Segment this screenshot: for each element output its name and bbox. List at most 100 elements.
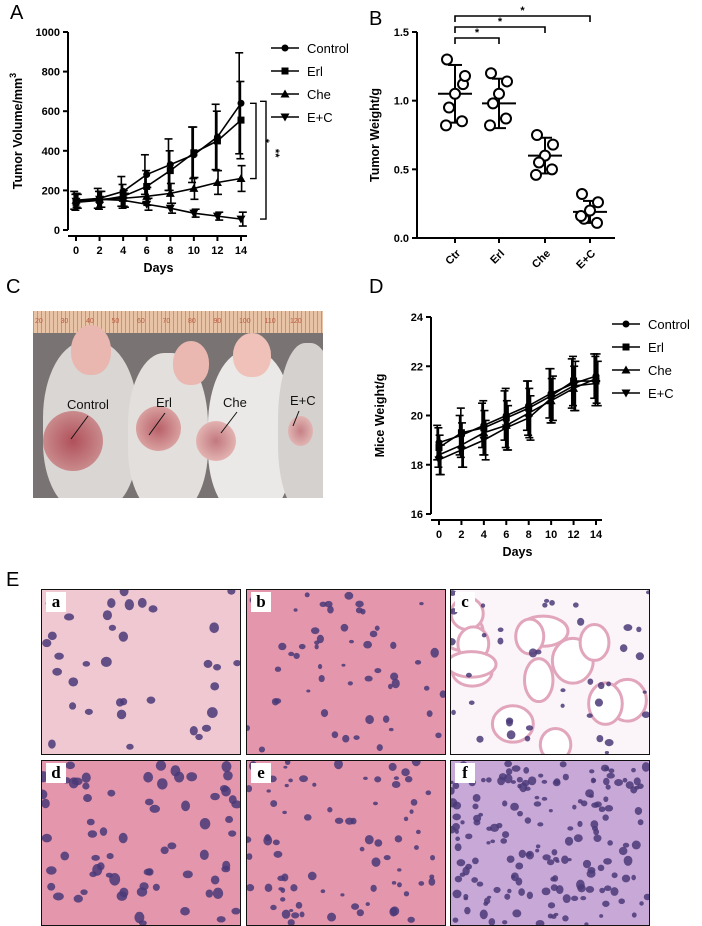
y-tick-label: 16	[411, 509, 423, 521]
y-axis-label: Tumor Weight/g	[368, 88, 382, 182]
cell-nucleus	[476, 881, 484, 887]
ruler-number: 80	[188, 318, 196, 325]
cell-nucleus	[561, 855, 569, 864]
cell-nucleus	[535, 649, 542, 655]
series-line-E+C	[438, 382, 597, 461]
data-point	[500, 112, 512, 125]
point-E+C	[456, 446, 466, 455]
cell-nucleus	[82, 661, 91, 667]
cell-nucleus	[290, 884, 298, 892]
cell-nucleus	[115, 698, 124, 707]
cell-nucleus	[451, 590, 457, 596]
ruler-number: 40	[86, 318, 94, 325]
cell-nucleus	[160, 846, 169, 855]
cell-nucleus	[106, 853, 114, 860]
cell-nucleus	[388, 683, 393, 690]
cell-nucleus	[383, 855, 391, 861]
histology-label-a: a	[46, 592, 66, 612]
cell-nucleus	[512, 909, 522, 918]
cell-nucleus	[84, 708, 93, 715]
cell-nucleus	[510, 780, 517, 784]
tissue-texture	[247, 591, 445, 753]
y-tick-label: 1000	[36, 27, 60, 39]
cell-nucleus	[560, 703, 565, 708]
cell-nucleus	[271, 698, 279, 706]
cell-nucleus	[409, 809, 414, 814]
x-axis-label: Days	[144, 261, 174, 275]
cell-nucleus	[52, 667, 62, 676]
cell-nucleus	[225, 815, 234, 824]
data-point	[530, 168, 542, 181]
cell-nucleus	[155, 761, 167, 771]
y-tick-label: 400	[42, 146, 60, 158]
cell-nucleus	[636, 626, 642, 633]
cell-nucleus	[429, 874, 435, 880]
x-tick-label: 0	[436, 529, 442, 541]
cell-nucleus	[210, 682, 220, 691]
cell-nucleus	[345, 817, 355, 825]
cell-nucleus	[550, 884, 558, 891]
point-Che	[189, 183, 199, 192]
point-E+C	[591, 379, 601, 388]
cell-nucleus	[403, 891, 410, 897]
cell-nucleus	[634, 806, 643, 815]
cell-nucleus	[48, 739, 56, 749]
cell-nucleus	[152, 883, 160, 891]
cell-nucleus	[108, 624, 117, 631]
alveolus	[587, 681, 624, 726]
cell-nucleus	[344, 591, 354, 600]
cell-nucleus	[542, 602, 548, 608]
tumor-volume-chart: 0 200 400 600 800 1000 0 2 4 6 8 10 12 14 Days Tumor Vo…	[8, 27, 349, 275]
cell-nucleus	[597, 682, 605, 690]
cell-nucleus	[562, 894, 571, 904]
ruler	[33, 311, 323, 333]
cell-nucleus	[327, 605, 334, 614]
cell-nucleus	[42, 833, 52, 843]
cell-nucleus	[278, 887, 284, 891]
cell-nucleus	[372, 801, 378, 806]
cell-nucleus	[394, 835, 403, 843]
cell-nucleus	[423, 685, 430, 691]
cell-nucleus	[116, 891, 128, 901]
cell-nucleus	[233, 659, 240, 667]
cell-nucleus	[247, 836, 252, 843]
cell-nucleus	[278, 642, 287, 651]
cell-nucleus	[82, 782, 90, 790]
sig-star: **	[269, 149, 281, 158]
data-point	[576, 188, 588, 201]
cell-nucleus	[52, 892, 64, 901]
cell-nucleus	[60, 851, 70, 861]
y-tick-label: 0	[54, 225, 60, 237]
cell-nucleus	[517, 810, 524, 817]
cell-nucleus	[231, 907, 240, 915]
cell-nucleus	[585, 885, 595, 893]
cell-nucleus	[270, 800, 278, 807]
alveolus	[578, 623, 611, 662]
cell-nucleus	[119, 590, 129, 597]
cell-nucleus	[364, 835, 374, 845]
cell-nucleus	[493, 886, 501, 894]
cell-nucleus	[464, 906, 471, 915]
y-tick-label: 1.5	[394, 27, 409, 39]
cell-nucleus	[426, 710, 433, 718]
cell-nucleus	[413, 845, 419, 850]
series-line-Control	[75, 102, 242, 202]
cell-nucleus	[310, 627, 320, 635]
cell-nucleus	[89, 871, 97, 878]
cell-nucleus	[397, 882, 402, 888]
cell-nucleus	[401, 768, 410, 777]
y-tick-label: 0.5	[394, 164, 409, 176]
cell-nucleus	[465, 833, 473, 840]
cell-nucleus	[374, 839, 383, 847]
sig-star: *	[259, 139, 271, 144]
cell-nucleus	[603, 777, 610, 786]
cell-nucleus	[282, 810, 287, 815]
data-point	[591, 216, 603, 229]
cell-nucleus	[488, 918, 496, 925]
cell-nucleus	[549, 600, 555, 606]
cell-nucleus	[505, 768, 513, 775]
cell-nucleus	[606, 772, 615, 779]
x-tick-label: 14	[590, 529, 603, 541]
cell-nucleus	[593, 834, 602, 843]
histology-label-c: c	[455, 592, 475, 612]
